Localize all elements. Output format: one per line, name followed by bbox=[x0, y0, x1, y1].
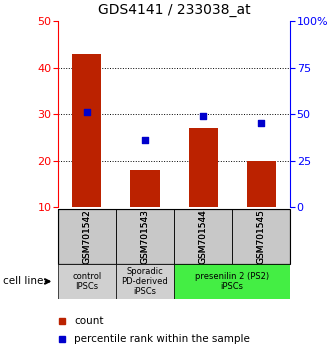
Bar bbox=[58, 264, 116, 299]
Text: GSM701545: GSM701545 bbox=[257, 209, 266, 264]
Bar bbox=[247, 161, 276, 207]
Bar bbox=[232, 209, 290, 264]
Text: GSM701542: GSM701542 bbox=[82, 209, 91, 264]
Bar bbox=[130, 170, 159, 207]
Text: cell line: cell line bbox=[3, 276, 44, 286]
Text: Sporadic
PD-derived
iPSCs: Sporadic PD-derived iPSCs bbox=[122, 267, 168, 296]
Text: count: count bbox=[74, 316, 104, 326]
Point bbox=[142, 137, 148, 143]
Bar bbox=[189, 128, 218, 207]
Bar bbox=[174, 209, 232, 264]
Text: GSM701543: GSM701543 bbox=[141, 209, 149, 264]
Text: presenilin 2 (PS2)
iPSCs: presenilin 2 (PS2) iPSCs bbox=[195, 272, 269, 291]
Text: control
IPSCs: control IPSCs bbox=[72, 272, 101, 291]
Bar bbox=[116, 264, 174, 299]
Bar bbox=[116, 209, 174, 264]
Bar bbox=[58, 209, 116, 264]
Point bbox=[259, 121, 264, 126]
Text: GSM701542: GSM701542 bbox=[82, 209, 91, 264]
Text: GSM701544: GSM701544 bbox=[199, 209, 208, 264]
Text: GSM701543: GSM701543 bbox=[141, 209, 149, 264]
Bar bbox=[72, 54, 101, 207]
Bar bbox=[174, 264, 290, 299]
Title: GDS4141 / 233038_at: GDS4141 / 233038_at bbox=[98, 4, 250, 17]
Text: GSM701545: GSM701545 bbox=[257, 209, 266, 264]
Text: percentile rank within the sample: percentile rank within the sample bbox=[74, 334, 250, 344]
Point bbox=[84, 109, 89, 115]
Text: GSM701544: GSM701544 bbox=[199, 209, 208, 264]
Point bbox=[201, 114, 206, 119]
